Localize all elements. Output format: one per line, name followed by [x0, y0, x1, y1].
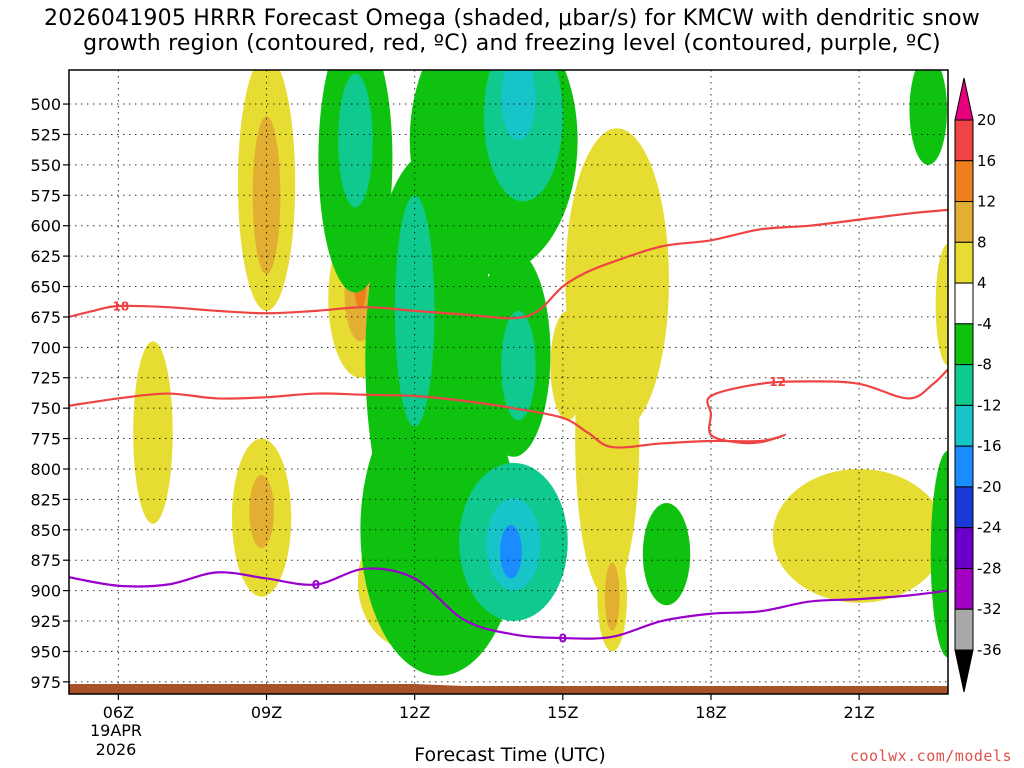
colorbar-label: -36 [977, 641, 1002, 659]
colorbar-label: 4 [977, 274, 987, 292]
y-tick-label: 925 [30, 612, 61, 631]
colorbar: 20 16 12 8 4 -4 -8 -12 -16 -20 -24 -28 -32 -36 [954, 77, 1002, 693]
colorbar-box [954, 567, 974, 610]
colorbar-bottom-arrow [954, 649, 974, 693]
plot-frame [68, 69, 949, 695]
contour-line [69, 567, 948, 640]
x-tick-label: 15Z [547, 703, 578, 722]
title-line-1: 2026041905 HRRR Forecast Omega (shaded, … [44, 6, 980, 31]
y-tick-label: 875 [30, 551, 61, 570]
x-tick-label: 21Z [843, 703, 874, 722]
x-tick-label: 06Z [103, 703, 134, 722]
colorbar-box [954, 445, 974, 488]
x-axis: 19APR 2026 06Z 09Z 12Z 15Z 18Z 21Z [90, 694, 875, 759]
title-line-2: growth region (contoured, red, ºC) and f… [83, 31, 941, 56]
y-tick-label: 975 [30, 673, 61, 692]
x-tick-label: 09Z [251, 703, 282, 722]
colorbar-box [954, 527, 974, 569]
omega-blob [133, 341, 173, 524]
omega-blob [575, 280, 640, 597]
y-tick-label: 500 [30, 95, 61, 114]
colorbar-box [954, 486, 974, 529]
x-tick-label: 12Z [399, 703, 430, 722]
contour-labels: -18 -12 0 0 [108, 299, 786, 646]
x-date-line-2: 2026 [96, 740, 137, 759]
omega-blob [550, 310, 586, 421]
colorbar-label: -28 [977, 559, 1002, 577]
colorbar-box [954, 241, 974, 284]
y-axis: 500 525 550 575 600 625 650 675 700 725 750 775 800 8… [30, 95, 69, 692]
contour-label: 0 [312, 578, 320, 592]
y-tick-label: 750 [30, 399, 61, 418]
y-tick-label: 825 [30, 490, 61, 509]
x-axis-title: Forecast Time (UTC) [414, 744, 606, 766]
temperature-contours [69, 208, 948, 640]
omega-shading [133, 70, 948, 676]
colorbar-label: -20 [977, 478, 1002, 496]
colorbar-label: 20 [977, 111, 996, 129]
omega-blob [642, 503, 691, 606]
colorbar-label: -24 [977, 519, 1002, 537]
contour-label: -12 [764, 375, 786, 389]
y-tick-label: 725 [30, 369, 61, 388]
y-tick-label: 850 [30, 521, 61, 540]
colorbar-label: -4 [977, 315, 992, 333]
colorbar-top-arrow [954, 77, 974, 121]
credit-link[interactable]: coolwx.com/models [849, 747, 1012, 765]
contour-label: 0 [559, 632, 567, 646]
colorbar-box [954, 119, 974, 162]
terrain-fill [69, 684, 948, 694]
colorbar-label: -32 [977, 600, 1002, 618]
colorbar-box [954, 201, 974, 243]
colorbar-label: -8 [977, 356, 992, 374]
colorbar-label: 8 [977, 233, 987, 251]
omega-blob [909, 70, 948, 165]
chart-title: 2026041905 HRRR Forecast Omega (shaded, … [0, 6, 1024, 56]
y-tick-label: 650 [30, 278, 61, 297]
colorbar-box [954, 323, 974, 366]
y-tick-label: 625 [30, 247, 61, 266]
contour-label: -18 [108, 299, 130, 313]
omega-blob [252, 116, 281, 275]
terrain-band [69, 684, 948, 694]
colorbar-box [954, 364, 974, 406]
omega-blob [604, 562, 620, 631]
colorbar-box [954, 404, 974, 447]
contour-line [69, 368, 948, 449]
omega-blob [501, 70, 536, 141]
x-date-line-1: 19APR [90, 721, 142, 740]
contour-line [69, 208, 948, 320]
y-tick-label: 525 [30, 125, 61, 144]
omega-blob [338, 73, 373, 208]
colorbar-label: 16 [977, 152, 996, 170]
y-tick-label: 550 [30, 156, 61, 175]
y-tick-label: 800 [30, 460, 61, 479]
x-tick-label: 18Z [695, 703, 726, 722]
y-tick-label: 700 [30, 338, 61, 357]
omega-blob [500, 524, 522, 579]
omega-blob [935, 243, 948, 366]
y-tick-label: 600 [30, 217, 61, 236]
colorbar-label: -16 [977, 437, 1002, 455]
y-tick-label: 575 [30, 186, 61, 205]
y-tick-label: 775 [30, 430, 61, 449]
colorbar-box [954, 282, 974, 325]
omega-blob [930, 450, 948, 658]
y-tick-label: 675 [30, 308, 61, 327]
colorbar-box [954, 608, 974, 651]
y-tick-label: 900 [30, 582, 61, 601]
omega-blob [772, 468, 946, 603]
colorbar-box [954, 160, 974, 203]
colorbar-label: -12 [977, 396, 1002, 414]
omega-blob [249, 475, 274, 549]
y-tick-label: 950 [30, 642, 61, 661]
omega-blob [501, 310, 536, 421]
colorbar-label: 12 [977, 193, 996, 211]
